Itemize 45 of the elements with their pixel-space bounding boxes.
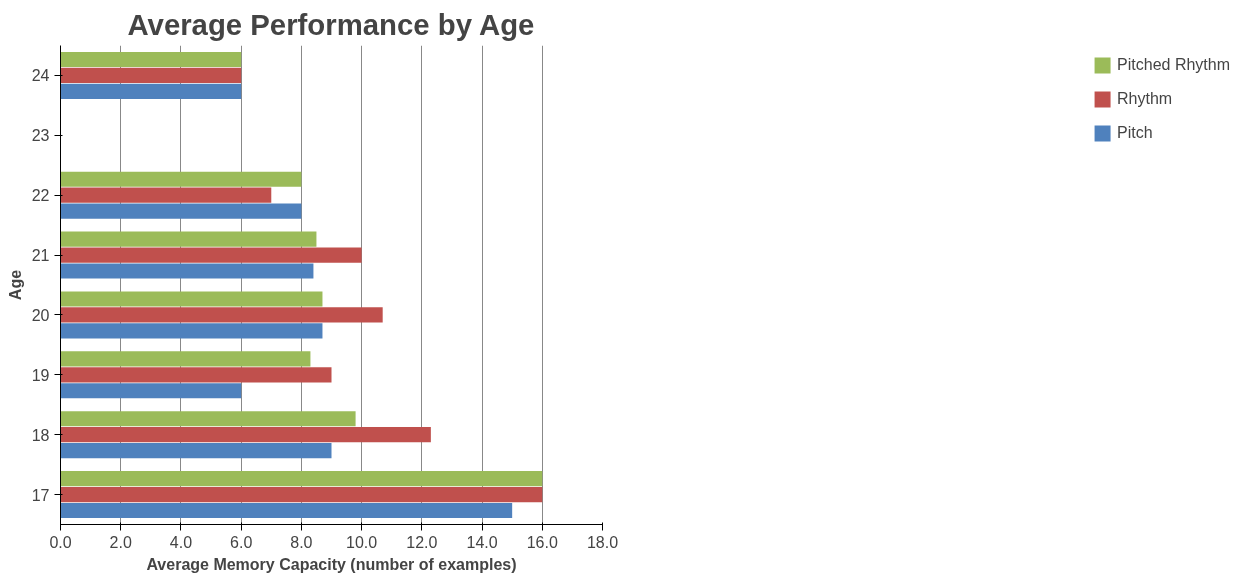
bar xyxy=(60,263,314,279)
x-tick-label: 8.0 xyxy=(290,533,313,551)
bar xyxy=(60,307,383,323)
y-tick-label: 23 xyxy=(31,127,50,145)
y-tick-label: 21 xyxy=(31,247,50,265)
bar xyxy=(60,231,317,247)
x-tick-label: 6.0 xyxy=(230,533,253,551)
y-tick-label: 22 xyxy=(31,187,50,205)
bar xyxy=(60,323,323,339)
bar xyxy=(60,247,362,263)
bar xyxy=(60,67,242,84)
legend-label: Pitch xyxy=(1117,124,1153,142)
y-tick-label: 18 xyxy=(31,426,50,444)
legend-label: Rhythm xyxy=(1117,90,1173,108)
x-tick-label: 4.0 xyxy=(169,533,193,551)
bar xyxy=(60,367,332,383)
y-tick-label: 24 xyxy=(31,67,50,85)
x-axis-title: Average Memory Capacity (number of examples) xyxy=(146,555,517,573)
bar xyxy=(60,471,543,487)
bar xyxy=(60,171,302,187)
bar xyxy=(60,383,242,399)
x-tick-label: 0.0 xyxy=(49,533,72,551)
y-axis-title: Age xyxy=(6,269,24,301)
bar xyxy=(60,411,356,427)
x-tick-label: 16.0 xyxy=(526,533,558,551)
legend-label: Pitched Rhythm xyxy=(1117,56,1230,74)
bar xyxy=(60,203,302,219)
x-tick-label: 12.0 xyxy=(406,533,438,551)
x-tick-label: 2.0 xyxy=(109,533,132,551)
bar xyxy=(60,291,323,307)
x-tick-label: 18.0 xyxy=(586,533,619,551)
y-tick-label: 17 xyxy=(31,486,50,504)
y-tick-label: 20 xyxy=(31,306,50,324)
y-tick-label: 19 xyxy=(31,366,50,384)
bar xyxy=(60,443,332,459)
bar xyxy=(60,502,513,519)
bar xyxy=(60,486,543,503)
x-tick-label: 14.0 xyxy=(466,533,498,551)
bar xyxy=(60,187,272,203)
bar xyxy=(60,83,242,99)
x-tick-label: 10.0 xyxy=(346,533,378,551)
chart-title: Average Performance by Age xyxy=(127,7,535,41)
bar xyxy=(60,351,311,367)
bar xyxy=(60,51,242,68)
bar xyxy=(60,427,431,443)
